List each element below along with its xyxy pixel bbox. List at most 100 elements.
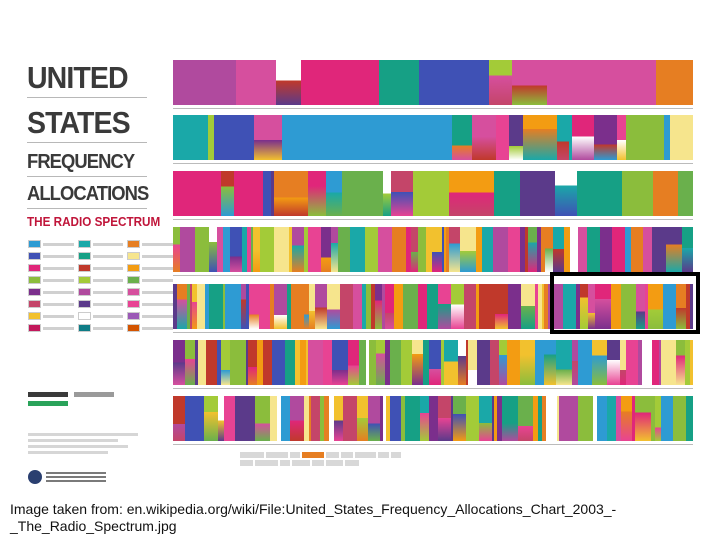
department-of-commerce-block: [28, 470, 106, 484]
allocation-block: [385, 340, 390, 385]
allocation-block: [622, 171, 653, 216]
allocation-block: [292, 227, 304, 272]
allocation-block: [690, 340, 693, 385]
allocation-block: [277, 396, 281, 441]
legend-swatch: [127, 252, 141, 260]
allocation-block: [217, 340, 221, 385]
allocation-block: [225, 284, 241, 329]
allocation-block: [209, 284, 223, 329]
allocation-block: [490, 340, 499, 385]
scale-segment: [341, 452, 353, 458]
legend-entry: [77, 288, 124, 296]
legend-swatch: [28, 240, 41, 248]
allocation-block: [685, 340, 690, 385]
allocation-block: [578, 227, 587, 272]
allocation-block: [259, 284, 270, 329]
allocation-block: [326, 171, 342, 216]
allocation-block: [429, 396, 438, 441]
legend-entry: [28, 300, 74, 308]
allocation-block: [446, 227, 449, 272]
allocation-block: [195, 340, 198, 385]
allocation-block: [676, 340, 685, 385]
title-divider: [27, 142, 147, 143]
allocation-block: [418, 227, 426, 272]
allocation-block: [452, 115, 472, 160]
allocation-block: [304, 284, 309, 329]
allocation-block: [528, 227, 537, 272]
allocation-block: [544, 340, 556, 385]
allocation-block: [332, 340, 348, 385]
allocation-block: [535, 284, 538, 329]
allocation-block: [221, 340, 230, 385]
allocation-block: [570, 227, 578, 272]
title-divider: [27, 97, 147, 98]
allocation-block: [376, 340, 385, 385]
allocation-block: [242, 227, 247, 272]
allocation-block: [301, 60, 379, 105]
allocation-block: [378, 227, 392, 272]
allocation-block: [274, 284, 287, 329]
allocation-block: [382, 284, 385, 329]
allocation-block: [380, 396, 383, 441]
band-scale-axis: [173, 386, 693, 392]
allocation-block: [412, 340, 423, 385]
allocation-block: [208, 115, 214, 160]
allocation-block: [557, 396, 559, 441]
allocation-block: [331, 227, 338, 272]
allocation-block: [645, 284, 648, 329]
legend-swatch: [77, 324, 91, 332]
allocation-block: [438, 396, 451, 441]
allocation-block: [538, 396, 542, 441]
allocation-block: [282, 115, 452, 160]
allocation-block: [642, 340, 652, 385]
allocation-block: [247, 227, 251, 272]
allocation-block: [308, 227, 321, 272]
legend-swatch: [127, 276, 141, 284]
allocation-block: [499, 340, 507, 385]
allocation-block: [290, 396, 304, 441]
allocation-block: [542, 284, 544, 329]
allocation-block: [289, 227, 292, 272]
legend-swatch: [77, 288, 91, 296]
allocation-block: [214, 115, 254, 160]
allocation-block: [357, 396, 368, 441]
allocation-block: [620, 340, 626, 385]
allocation-block: [423, 340, 429, 385]
allocation-block: [350, 227, 361, 272]
legend-entry: [127, 312, 173, 320]
allocation-block: [309, 396, 311, 441]
allocation-block: [533, 396, 538, 441]
band-scale-axis: [173, 161, 693, 167]
allocation-block: [257, 340, 263, 385]
allocation-block: [383, 171, 391, 216]
allocation-block: [587, 227, 600, 272]
department-seal-icon: [28, 470, 42, 484]
allocation-block: [173, 171, 197, 216]
caption-line: Image taken from: en.wikipedia.org/wiki/…: [10, 501, 617, 517]
allocation-block: [221, 171, 234, 216]
allocation-block: [271, 171, 274, 216]
legend-entry: [28, 252, 74, 260]
allocation-block: [542, 396, 546, 441]
allocation-block: [600, 227, 612, 272]
allocation-block: [442, 227, 444, 272]
allocation-block: [386, 396, 390, 441]
allocation-block: [263, 171, 271, 216]
title-line-allocations: ALLOCATIONS: [27, 183, 149, 205]
allocation-block: [580, 284, 588, 329]
allocation-block: [631, 227, 643, 272]
allocation-block: [451, 396, 453, 441]
allocation-block: [651, 396, 655, 441]
scale-segment: [290, 452, 300, 458]
allocation-block: [564, 227, 570, 272]
allocation-block: [348, 340, 359, 385]
allocation-block: [390, 340, 401, 385]
allocation-block: [359, 340, 366, 385]
allocation-block: [518, 396, 533, 441]
allocation-block: [604, 396, 607, 441]
scale-segment: [355, 452, 376, 458]
allocation-block: [223, 284, 225, 329]
legend-entry: [127, 288, 173, 296]
allocation-block: [230, 227, 242, 272]
allocation-block: [493, 227, 508, 272]
